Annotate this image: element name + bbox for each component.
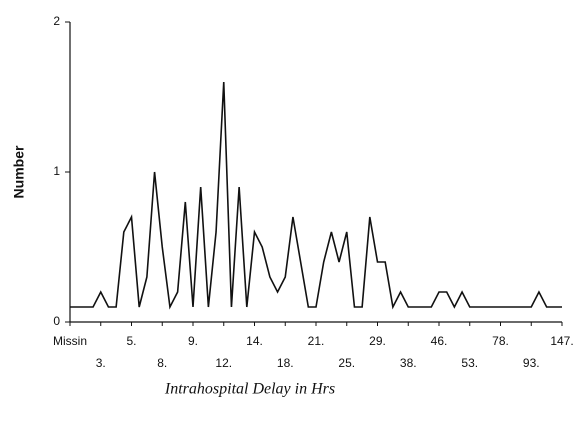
x-tick-label: 21. (308, 334, 325, 348)
x-tick-label: 14. (246, 334, 263, 348)
x-tick-label: 38. (400, 356, 417, 370)
y-tick-label: 0 (53, 314, 60, 328)
x-tick-label: 12. (215, 356, 232, 370)
x-tick-label: 5. (126, 334, 136, 348)
data-line (70, 81, 562, 310)
x-tick-label: 8. (157, 356, 167, 370)
x-tick-label: 46. (431, 334, 448, 348)
x-axis-title: Intrahospital Delay in Hrs (164, 381, 335, 398)
x-tick-label: 18. (277, 356, 294, 370)
x-tick-label: 147. (550, 334, 573, 348)
x-tick-label: 3. (96, 356, 106, 370)
x-tick-label: Missin (53, 334, 87, 348)
y-axis-title: Number (11, 145, 27, 198)
x-tick-label: 78. (492, 334, 509, 348)
y-tick-label: 2 (53, 14, 60, 28)
x-tick-label: 53. (461, 356, 478, 370)
x-tick-label: 93. (523, 356, 540, 370)
x-tick-label: 25. (338, 356, 355, 370)
y-tick-label: 1 (53, 164, 60, 178)
x-tick-label: 9. (188, 334, 198, 348)
x-tick-label: 29. (369, 334, 386, 348)
